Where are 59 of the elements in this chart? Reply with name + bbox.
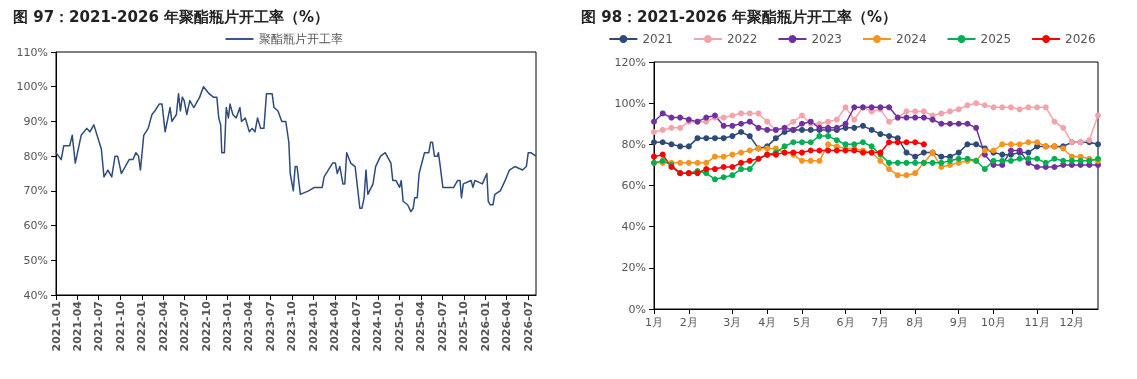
x-tick-label: 9月 [949,316,968,329]
y-tick-label: 40% [621,220,646,234]
x-tick-label: 2022-07 [177,301,191,352]
legend-label: 2026 [1065,32,1096,46]
x-tick-label: 2023-07 [263,301,277,352]
y-tick-label: 100% [614,96,646,110]
x-tick-label: 3月 [723,316,742,329]
y-tick-label: 0% [628,302,646,316]
y-tick-label: 90% [23,114,48,128]
x-tick-label: 2026-04 [500,300,514,352]
x-tick-label: 8月 [906,316,925,329]
legend-label: 2024 [896,32,927,46]
x-tick-label: 1月 [645,316,663,329]
x-tick-label: 2026-07 [521,301,535,352]
x-tick-label: 2024-01 [307,301,321,352]
x-tick-label: 2021-01 [49,301,63,352]
legend-label: 聚酯瓶片开工率 [258,32,343,46]
legend-label: 2023 [811,32,843,46]
x-tick-label: 2025-01 [393,301,407,352]
x-tick-label: 6月 [836,316,855,329]
x-tick-label: 2025-07 [435,301,449,352]
y-tick-label: 80% [23,149,48,163]
x-tick-label: 2025-10 [457,300,471,352]
x-tick-label: 2025-04 [414,300,428,352]
x-tick-label: 2023-04 [242,300,256,352]
y-tick-label: 70% [23,184,48,198]
x-tick-label: 10月 [981,316,1007,329]
y-tick-label: 20% [621,261,646,275]
x-tick-label: 2022-10 [199,300,213,352]
y-tick-label: 60% [23,219,48,233]
legend-label: 2022 [726,32,758,46]
y-tick-label: 60% [621,179,646,192]
x-tick-label: 2024-10 [371,300,385,352]
x-tick-label: 4月 [758,316,777,329]
y-tick-label: 40% [23,288,48,302]
x-tick-label: 2021-07 [92,301,106,352]
x-tick-label: 2026-01 [478,301,492,352]
x-tick-label: 2024-07 [349,301,363,352]
x-tick-label: 2023-10 [285,300,299,352]
y-tick-label: 100% [16,80,48,94]
y-tick-label: 120% [614,55,646,69]
x-tick-label: 2022-01 [135,301,149,352]
x-tick-label: 12月 [1059,316,1085,329]
y-tick-label: 50% [23,253,48,267]
x-tick-label: 2024-04 [328,300,342,352]
x-tick-label: 2021-04 [70,300,84,352]
x-tick-label: 2023-01 [221,301,235,352]
x-tick-label: 2022-04 [156,300,170,352]
x-tick-label: 2021-10 [113,300,127,352]
x-tick-label: 11月 [1024,316,1050,329]
y-tick-label: 80% [621,137,646,151]
chart-title: 图 97：2021-2026 年聚酯瓶片开工率（%） [13,7,330,26]
x-tick-label: 2月 [679,316,698,329]
legend-label: 2025 [980,32,1012,46]
y-tick-label: 110% [16,45,48,59]
x-tick-label: 5月 [793,316,811,329]
chart-title: 图 98：2021-2026 年聚酯瓶片开工率（%） [581,7,898,26]
x-tick-label: 7月 [871,316,890,329]
legend-label: 2021 [642,32,673,46]
